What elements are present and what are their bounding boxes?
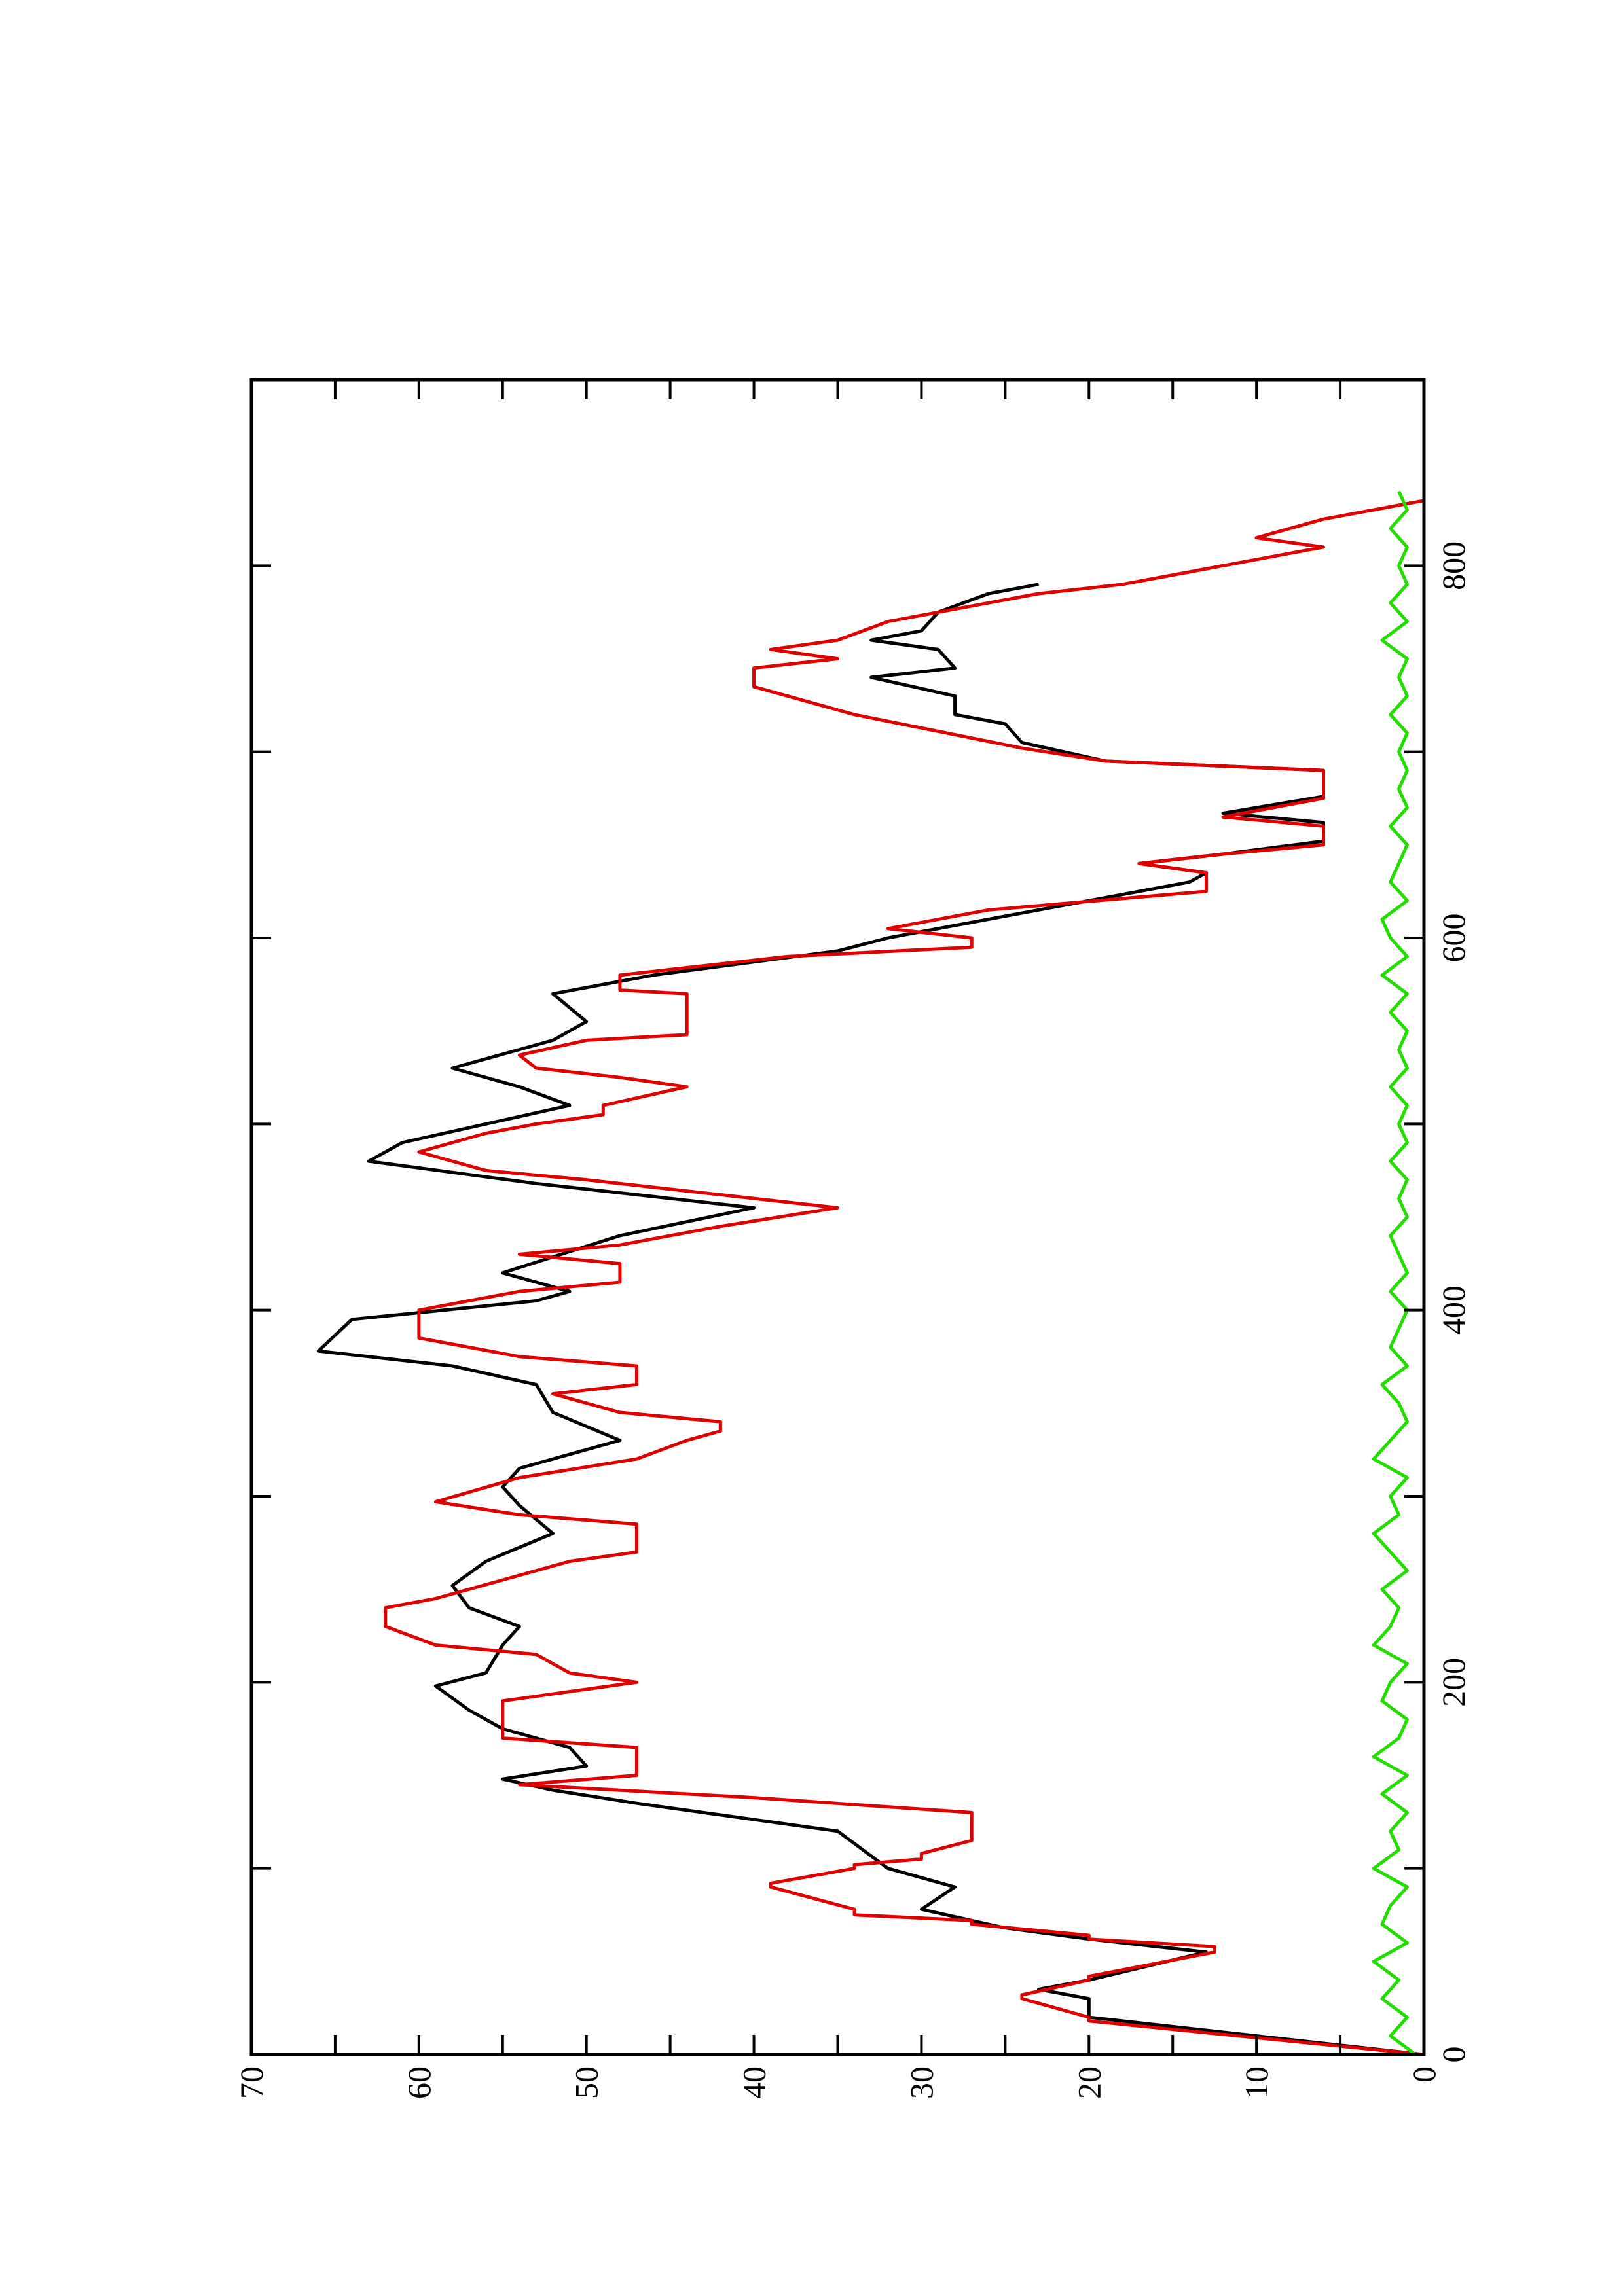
x-tick-label: 800 xyxy=(1435,541,1472,590)
x-tick-label: 600 xyxy=(1435,914,1472,963)
y-tick-label: 60 xyxy=(401,2066,437,2099)
x-tick-label: 200 xyxy=(1435,1658,1472,1707)
y-tick-label: 70 xyxy=(233,2066,270,2099)
y-tick-label: 10 xyxy=(1238,2066,1275,2099)
plot-area: 0 200 400 600 800 0 10 20 30 40 50 60 70 xyxy=(233,378,1472,2099)
y-tick-label: 40 xyxy=(736,2066,773,2099)
y-tick-label: 50 xyxy=(568,2066,605,2099)
x-tick-label: 0 xyxy=(1435,2047,1472,2063)
y-tick-label: 20 xyxy=(1070,2066,1107,2099)
data-line xyxy=(316,583,1425,2056)
data-line xyxy=(1372,490,1417,2056)
y-tick-label: 0 xyxy=(1406,2066,1442,2083)
x-tick-label: 400 xyxy=(1435,1285,1472,1335)
data-line xyxy=(384,499,1425,2056)
y-tick-label: 30 xyxy=(903,2066,939,2099)
